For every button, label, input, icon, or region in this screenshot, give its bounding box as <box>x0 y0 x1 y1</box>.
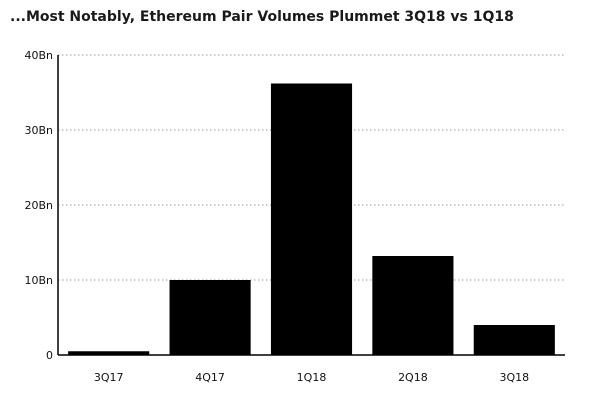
bar-4Q17 <box>169 280 251 355</box>
x-tick-label: 4Q17 <box>195 371 225 384</box>
x-tick-label: 1Q18 <box>297 371 327 384</box>
x-tick-labels: 3Q17 4Q17 1Q18 2Q18 3Q18 <box>94 371 529 384</box>
y-tick-label: 0 <box>46 349 53 362</box>
x-tick-label: 3Q18 <box>499 371 529 384</box>
y-tick-labels: 0 10Bn 20Bn 30Bn 40Bn <box>24 49 53 362</box>
chart-title: ...Most Notably, Ethereum Pair Volumes P… <box>10 9 514 25</box>
x-tick-label: 3Q17 <box>94 371 124 384</box>
y-tick-label: 40Bn <box>24 49 53 62</box>
y-tick-label: 20Bn <box>24 199 53 212</box>
y-tick-label: 30Bn <box>24 124 53 137</box>
bar-1Q18 <box>270 83 353 355</box>
bars <box>68 83 555 355</box>
x-tick-label: 2Q18 <box>398 371 428 384</box>
bar-3Q17 <box>68 351 150 355</box>
y-tick-label: 10Bn <box>24 274 53 287</box>
bar-2Q18 <box>372 256 454 355</box>
bar-3Q18 <box>473 325 555 355</box>
